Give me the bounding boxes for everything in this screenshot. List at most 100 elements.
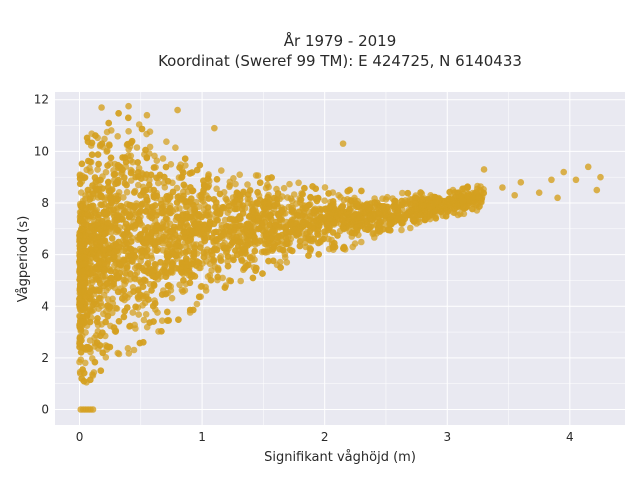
data-point — [158, 200, 165, 208]
data-point — [83, 166, 90, 174]
data-point — [165, 240, 173, 248]
data-point — [315, 251, 323, 258]
data-point — [182, 162, 189, 169]
data-point — [144, 260, 152, 267]
data-point — [305, 222, 313, 229]
data-point — [213, 185, 220, 193]
data-point — [124, 304, 131, 311]
data-point — [94, 271, 102, 279]
data-point — [96, 225, 104, 233]
data-point — [270, 243, 278, 250]
data-point — [317, 213, 325, 220]
data-point — [134, 287, 142, 294]
data-point — [296, 238, 304, 245]
data-point — [86, 318, 94, 326]
data-point — [209, 251, 216, 258]
data-point — [401, 215, 409, 223]
data-point — [126, 322, 134, 330]
data-point — [95, 160, 102, 168]
data-point — [91, 174, 99, 181]
data-point — [307, 215, 314, 222]
data-point — [517, 179, 525, 186]
data-point — [477, 183, 484, 190]
data-point — [78, 160, 86, 168]
data-point — [164, 258, 171, 265]
data-point — [180, 223, 187, 230]
data-point — [315, 221, 322, 229]
data-point — [123, 228, 131, 235]
data-point — [264, 199, 272, 207]
data-point — [121, 154, 129, 161]
data-point — [176, 164, 183, 171]
y-tick-label: 4 — [41, 299, 49, 313]
data-point — [224, 258, 231, 265]
data-point — [77, 202, 84, 210]
data-point — [122, 236, 129, 244]
data-point — [251, 247, 259, 255]
data-point — [113, 178, 121, 186]
data-point — [356, 214, 364, 221]
data-point — [96, 295, 103, 302]
data-point — [299, 205, 307, 212]
data-point — [349, 213, 357, 221]
data-point — [262, 232, 270, 239]
data-point — [162, 273, 170, 281]
data-point — [304, 202, 312, 210]
data-point — [114, 274, 122, 282]
data-point — [178, 269, 185, 276]
data-point — [321, 228, 328, 235]
data-point — [150, 164, 158, 171]
data-point — [174, 106, 181, 114]
data-point — [221, 216, 229, 224]
data-point — [190, 253, 197, 260]
data-point — [236, 171, 243, 178]
data-point — [129, 258, 136, 265]
data-point — [276, 245, 283, 253]
data-point — [138, 200, 146, 208]
data-point — [244, 181, 251, 188]
data-point — [274, 234, 281, 241]
data-point — [115, 243, 123, 251]
y-tick-label: 2 — [41, 351, 49, 365]
data-point — [310, 235, 318, 243]
data-point — [180, 169, 187, 176]
data-point — [108, 127, 115, 134]
data-point — [353, 200, 360, 208]
data-point — [76, 358, 83, 366]
data-point — [144, 224, 152, 231]
data-point — [80, 288, 88, 295]
data-point — [241, 249, 249, 257]
data-point — [358, 238, 365, 246]
data-point — [260, 248, 268, 255]
data-point — [346, 197, 354, 204]
data-point — [82, 293, 90, 301]
data-point — [230, 216, 238, 224]
data-point — [159, 155, 167, 162]
data-point — [278, 206, 286, 214]
data-point — [268, 174, 275, 181]
data-point — [334, 232, 341, 239]
data-point — [129, 309, 137, 316]
data-point — [299, 218, 307, 226]
data-point — [100, 230, 108, 238]
data-point — [216, 210, 224, 218]
data-point — [236, 238, 244, 246]
data-point — [116, 269, 124, 277]
data-point — [213, 246, 221, 254]
data-point — [212, 237, 220, 244]
data-point — [139, 283, 147, 291]
data-point — [317, 206, 325, 213]
data-point — [381, 207, 388, 215]
data-point — [110, 206, 117, 213]
data-point — [76, 180, 84, 188]
data-point — [282, 224, 290, 231]
data-point — [334, 209, 342, 217]
data-point — [94, 166, 101, 173]
data-point — [155, 179, 162, 187]
data-point — [459, 197, 466, 204]
data-point — [172, 252, 180, 260]
data-point — [180, 181, 188, 189]
y-axis-title: Vågperiod (s) — [16, 216, 31, 303]
data-point — [213, 176, 221, 183]
data-point — [77, 349, 85, 356]
